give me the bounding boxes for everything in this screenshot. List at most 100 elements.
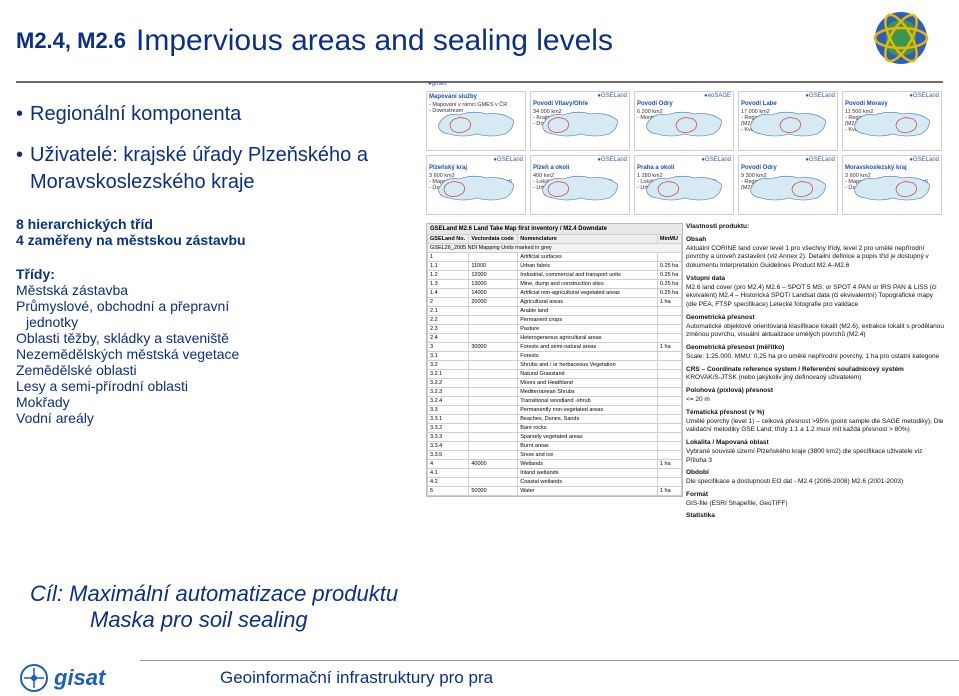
prop-section-head: Geometrická přesnost (měřítko) bbox=[686, 344, 944, 353]
header: M2.4, M2.6 Impervious areas and sealing … bbox=[0, 0, 959, 75]
map-panel: ●GSELand Moravskoslezský kraj 3 600 km2-… bbox=[842, 155, 942, 215]
table-row: 3.2Shrubs and / or herbaceous Vegetation bbox=[428, 361, 682, 370]
class-7: Mokřady bbox=[16, 394, 426, 410]
prop-section-head: Vstupní data bbox=[686, 275, 944, 284]
class-6: Lesy a semi-přírodní oblasti bbox=[16, 378, 426, 394]
goal-line-2: Maska pro soil sealing bbox=[90, 607, 398, 633]
table-row: 2.4Heterogeneous agricultural areas bbox=[428, 334, 682, 343]
left-column: •Regionální komponenta •Uživatelé: krajs… bbox=[16, 83, 426, 643]
goal-line-1: Cíl: Maximální automatizace produktu bbox=[30, 581, 398, 607]
spec-line-2: 4 zaměřeny na městskou zástavbu bbox=[16, 232, 426, 248]
table-row: 3.3Permanently non-vegetated areas bbox=[428, 406, 682, 415]
prop-section-body: Aktuální CORINE land cover level 1 pro v… bbox=[686, 245, 944, 271]
prop-section-head: Formát bbox=[686, 491, 944, 500]
classes-block: Třídy: Městská zástavba Průmyslové, obch… bbox=[16, 266, 426, 426]
map-panel: ●eoSAGE Povodí Odry 6 200 km2- Monitorin… bbox=[634, 91, 734, 151]
map-panel: ●GSELand Plzeň a okolí 400 km2- Lokální … bbox=[530, 155, 630, 215]
table-row: 3.3.3Sparsely vegetated areas bbox=[428, 433, 682, 442]
class-1: Městská zástavba bbox=[16, 282, 426, 298]
class-8: Vodní areály bbox=[16, 410, 426, 426]
table-row: 220000Agricultural areas1 ha bbox=[428, 298, 682, 307]
map-panel: ●GSELand Povodí Odry 9 300 km2- Regionál… bbox=[738, 155, 838, 215]
goal-block: Cíl: Maximální automatizace produktu Mas… bbox=[30, 581, 398, 633]
table-row: 3.3.5Snow and ice bbox=[428, 451, 682, 460]
spec-line-1: 8 hierarchických tříd bbox=[16, 216, 426, 232]
table-row: 440000Wetlands1 ha bbox=[428, 460, 682, 469]
spec-block: 8 hierarchických tříd 4 zaměřeny na měst… bbox=[16, 216, 426, 248]
prop-section-body: Scale: 1:25.000, MMU: 0,25 ha pro umělé … bbox=[686, 353, 944, 362]
class-3: Oblasti těžby, skládky a staveniště bbox=[16, 330, 426, 346]
table-row: 2.2Permanent crops bbox=[428, 316, 682, 325]
product-properties: Vlastnosti produktu: ObsahAktuální CORIN… bbox=[686, 223, 944, 521]
map-panel: ●GSELand Povodí Moravy 11 500 km2- Regio… bbox=[842, 91, 942, 151]
footer-text: Geoinformační infrastruktury pro pra bbox=[220, 668, 493, 688]
table-row: 330000Forests and semi-natural areas1 ha bbox=[428, 343, 682, 352]
map-panel: ●GSELand Praha a okolí 1 280 km2- Lokáln… bbox=[634, 155, 734, 215]
prop-section-head: Geometrická přesnost bbox=[686, 314, 944, 323]
table-row: 3.2.4Transitional woodland -shrub bbox=[428, 397, 682, 406]
prop-section-body: Umělé povrchy (level 1) – celková přesno… bbox=[686, 418, 944, 436]
table-caption: GSELand M2.6 Land Take Map first invento… bbox=[427, 224, 682, 234]
class-2: Průmyslové, obchodní a přepravní bbox=[16, 298, 426, 314]
title-prefix: M2.4, M2.6 bbox=[16, 28, 126, 54]
classes-head: Třídy: bbox=[16, 266, 426, 282]
table-row: 3.2.1Natural Grassland bbox=[428, 370, 682, 379]
gmes-label: ●gmes bbox=[428, 81, 446, 87]
gisat-icon bbox=[20, 664, 48, 692]
prop-section-body: GIS-file (ESRI Shapefile, GeoTIFF) bbox=[686, 500, 944, 509]
title-main: Impervious areas and sealing levels bbox=[136, 24, 613, 58]
right-column: ●gmes Mapování služby - Mapování v rámci… bbox=[426, 83, 959, 643]
prop-section-head: Polohová (pixlová) přesnost bbox=[686, 387, 944, 396]
map-panel: ●GSELand Plzeňský kraj 3 600 km2- Mapová… bbox=[426, 155, 526, 215]
table-row: 1.212000Industrial, commercial and trans… bbox=[428, 271, 682, 280]
table-header: GSELand No. bbox=[428, 235, 469, 244]
bullet-2-line1: Uživatelé: krajské úřady Plzeňského a bbox=[30, 144, 368, 167]
bullet-2-line2: Moravskoslezského kraje bbox=[30, 171, 426, 194]
table-row: 3.3.2Bare rocks bbox=[428, 424, 682, 433]
table-row: 4.1Inland wetlands bbox=[428, 469, 682, 478]
table-row: 1.313000Mine, dump and construction site… bbox=[428, 280, 682, 289]
footer-brand: gisat bbox=[54, 665, 105, 691]
table-row: 3.3.1Beaches, Dunes, Sands bbox=[428, 415, 682, 424]
map-panel: ●GSELand Povodí Labe 17 000 km2- Regioná… bbox=[738, 91, 838, 151]
content-area: •Regionální komponenta •Uživatelé: krajs… bbox=[0, 83, 959, 643]
prop-section-head: CRS – Coordinate reference system / Refe… bbox=[686, 366, 944, 375]
prop-section-body: Automatické objektově orientovaná klasif… bbox=[686, 323, 944, 341]
prop-section-head: Obsah bbox=[686, 236, 944, 245]
map-panel: ●GSELand Povodí Vltavy/Ohře 34 000 km2- … bbox=[530, 91, 630, 151]
table-row: 550000Water1 ha bbox=[428, 487, 682, 496]
table-row: 3.3.4Burnt areas bbox=[428, 442, 682, 451]
prop-section-head: Tématická přesnost (v %) bbox=[686, 409, 944, 418]
table-row: 1.414000Artificial non-agricultural vege… bbox=[428, 289, 682, 298]
bullet-1: Regionální komponenta bbox=[30, 103, 241, 126]
props-header: Vlastnosti produktu: bbox=[686, 223, 944, 232]
table-row: 1.111000Urban fabric0.25 ha bbox=[428, 262, 682, 271]
prop-section-body: M2.6 land cover (pro M2.4) M2.6 – SPOT 5… bbox=[686, 284, 944, 310]
nomenclature-table: GSELand M2.6 Land Take Map first invento… bbox=[426, 223, 683, 497]
table-header: Vectordata code bbox=[469, 235, 518, 244]
table-row: 3.2.3Mediterranean Shrubs bbox=[428, 388, 682, 397]
prop-section-body: KROVAK/S-JTSK (nebo jakýkoliv jiný defin… bbox=[686, 374, 944, 383]
class-4: Nezemědělských městská vegetace bbox=[16, 346, 426, 362]
class-2b: jednotky bbox=[26, 314, 426, 330]
class-5: Zemědělské oblasti bbox=[16, 362, 426, 378]
table-row: 3.2.2Moors and Heathland bbox=[428, 379, 682, 388]
prop-section-head: Období bbox=[686, 469, 944, 478]
table-header: MinMU bbox=[657, 235, 681, 244]
footer-logo: gisat bbox=[20, 664, 105, 692]
prop-section-head: Lokalita / Mapovaná oblast bbox=[686, 439, 944, 448]
map-panel: Mapování služby - Mapování v rámci GMES … bbox=[426, 91, 526, 151]
table-row: 3.1Forests bbox=[428, 352, 682, 361]
table-header: Nomenclature bbox=[518, 235, 658, 244]
bullet-list: •Regionální komponenta •Uživatelé: krajs… bbox=[16, 103, 426, 194]
table-row: 4.2Coastal wetlands bbox=[428, 478, 682, 487]
table-row: 1Artificial surfaces bbox=[428, 253, 682, 262]
prop-section-head: Statistika bbox=[686, 512, 944, 521]
prop-section-body: <= 20 m bbox=[686, 396, 944, 405]
prop-section-body: Vybrané souvislé území Plzeňského kraje … bbox=[686, 448, 944, 466]
footer-rule bbox=[140, 660, 959, 661]
prop-section-body: Dle specifikace a dostupnosti EO dat - M… bbox=[686, 478, 944, 487]
table-row: 2.1Arable land bbox=[428, 307, 682, 316]
globe-icon bbox=[869, 6, 933, 75]
table-row: 2.3Pasture bbox=[428, 325, 682, 334]
